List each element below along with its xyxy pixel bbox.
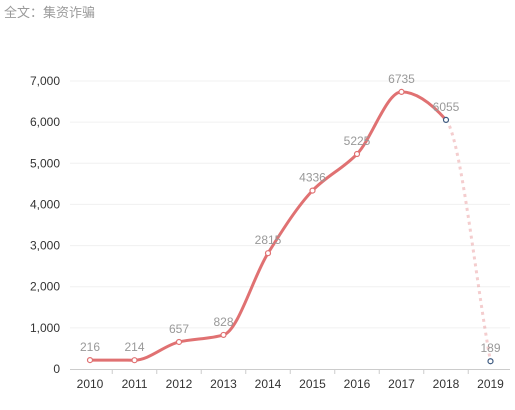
x-tick-label: 2016 <box>344 377 371 391</box>
data-point <box>220 331 227 339</box>
x-tick-label: 2019 <box>477 377 504 391</box>
x-tick-label: 2012 <box>166 377 193 391</box>
data-point <box>398 88 405 96</box>
data-point <box>175 338 183 346</box>
data-label: 2815 <box>255 233 282 247</box>
x-tick-label: 2014 <box>255 377 282 391</box>
data-point <box>487 358 494 365</box>
y-tick-label: 0 <box>53 362 60 376</box>
data-label: 828 <box>213 315 233 329</box>
y-tick-label: 5,000 <box>30 156 60 170</box>
data-points <box>86 88 494 365</box>
y-tick-label: 2,000 <box>30 280 60 294</box>
data-label: 189 <box>480 341 500 355</box>
data-label: 4336 <box>299 171 326 185</box>
data-labels: 216 214 657 828 2815 4336 5225 6735 6055 189 <box>80 72 501 355</box>
data-label: 6735 <box>388 72 415 86</box>
data-point <box>309 187 316 194</box>
data-point <box>264 250 272 257</box>
page-title: 全文：集资诈骗 <box>4 6 96 21</box>
data-label: 6055 <box>433 100 460 114</box>
y-tick-label: 3,000 <box>30 239 60 253</box>
grid-lines <box>70 80 510 329</box>
series-line-forecast <box>444 118 492 362</box>
y-tick-label: 7,000 <box>30 74 60 88</box>
data-point <box>353 150 361 158</box>
x-tick-label: 2018 <box>433 377 460 391</box>
data-label: 657 <box>169 322 189 336</box>
x-tick-label: 2013 <box>210 377 237 391</box>
data-point <box>442 116 450 123</box>
data-label: 216 <box>80 340 100 354</box>
series-line <box>88 90 492 362</box>
series-line-solid <box>88 90 448 362</box>
y-tick-label: 6,000 <box>30 115 60 129</box>
data-point <box>86 357 94 364</box>
y-tick-label: 4,000 <box>30 197 60 211</box>
x-tick-label: 2015 <box>299 377 326 391</box>
x-tick-label: 2017 <box>388 377 415 391</box>
x-tick-label: 2011 <box>122 377 148 391</box>
data-label: 5225 <box>344 134 371 148</box>
x-tick-label: 2010 <box>77 377 104 391</box>
data-point <box>131 357 138 364</box>
data-label: 214 <box>124 340 144 354</box>
y-tick-label: 1,000 <box>30 321 60 335</box>
axes: 0 1,000 2,000 3,000 4,000 5,000 6,000 7,000 2010… <box>30 74 510 391</box>
